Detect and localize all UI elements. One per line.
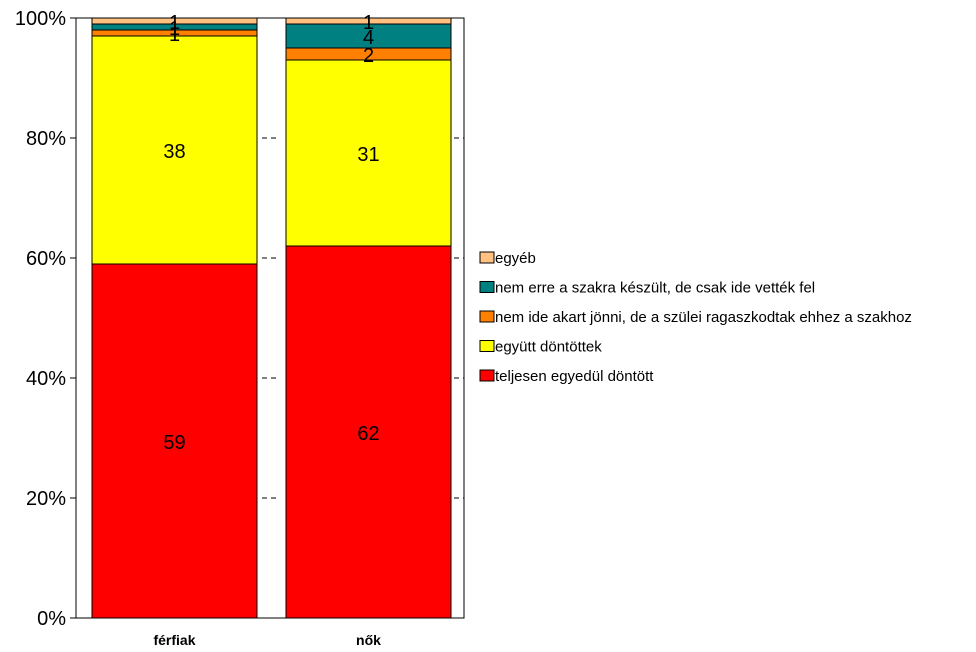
data-label: 1 (363, 12, 374, 34)
legend-swatch (479, 251, 495, 264)
bars (91, 17, 452, 619)
x-category-label: nők (356, 632, 381, 648)
bar-segment (285, 59, 452, 247)
bar-segment (285, 17, 452, 25)
legend-swatch (479, 369, 495, 382)
bar-segment (91, 17, 258, 25)
y-tick-label: 0% (37, 608, 66, 630)
data-label: 2 (363, 45, 374, 67)
data-label: 59 (163, 432, 185, 454)
legend: egyéb nem erre a szakra készült, de csak … (479, 250, 912, 385)
data-label: 31 (357, 144, 379, 166)
data-label: 38 (163, 141, 185, 163)
plot-area (75, 17, 465, 619)
bar-segment (91, 35, 258, 265)
y-tick-label: 60% (26, 248, 66, 270)
data-label: 4 (363, 27, 374, 49)
legend-label: nem erre a szakra készült, de csak ide v… (495, 280, 815, 297)
bar-segment (91, 263, 258, 619)
legend-label: egyéb (495, 250, 536, 267)
x-category-label: férfiak (153, 632, 195, 648)
legend-swatch (479, 340, 495, 352)
legend-swatch (479, 310, 495, 323)
legend-swatch (479, 281, 495, 293)
y-tick-label: 100% (15, 8, 66, 30)
y-tick-label: 80% (26, 128, 66, 150)
data-label: 62 (357, 423, 379, 445)
legend-label: teljesen egyedül döntött (495, 368, 654, 385)
legend-label: nem ide akart jönni, de a szülei ragaszk… (495, 309, 912, 326)
x-axis: férfiak nők (153, 632, 381, 648)
y-tick-label: 40% (26, 368, 66, 390)
y-tick-label: 20% (26, 488, 66, 510)
data-label: 1 (169, 12, 180, 34)
plot-border (75, 17, 465, 619)
y-axis: 0% 20% 40% 60% 80% 100% (15, 8, 464, 630)
legend-label: együtt döntöttek (495, 339, 602, 356)
data-label: 1 (169, 24, 180, 46)
bar-segment (285, 245, 452, 619)
data-label: 1 (169, 18, 180, 40)
bar-segment (285, 23, 452, 49)
